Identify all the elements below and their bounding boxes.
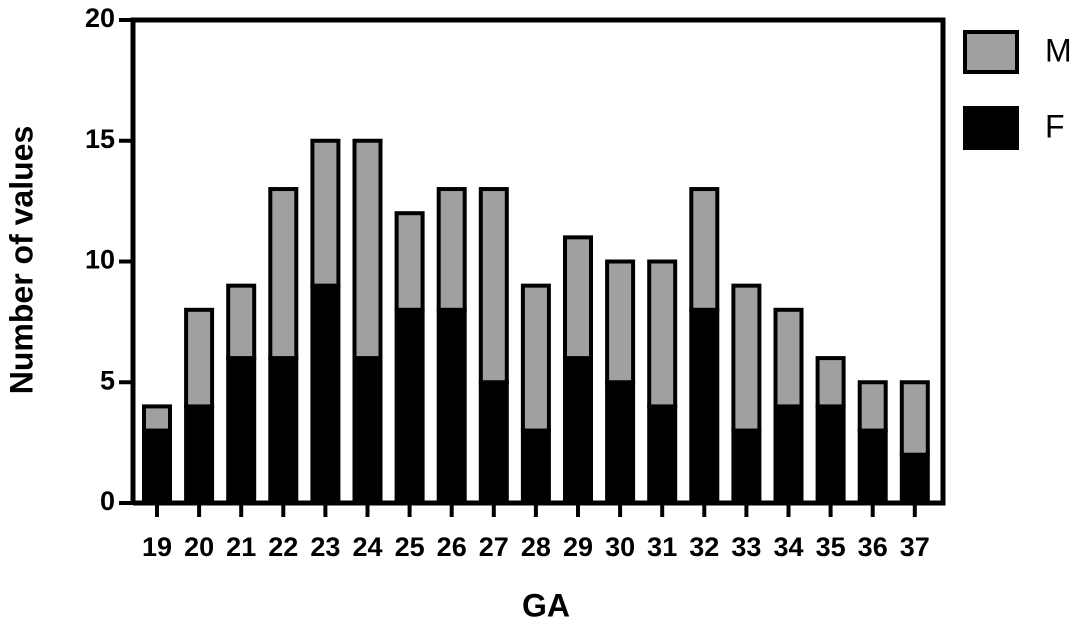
x-tick-label: 27 xyxy=(479,532,509,562)
y-tick-label: 20 xyxy=(85,3,115,33)
x-tick-label: 34 xyxy=(773,532,803,562)
bar-segment xyxy=(226,356,257,505)
bar-segment xyxy=(773,307,804,409)
x-tick-label: 25 xyxy=(395,532,425,562)
bar-segment xyxy=(520,428,551,505)
x-tick-label: 19 xyxy=(142,532,172,562)
bar-segment xyxy=(605,380,636,505)
y-tick-label: 15 xyxy=(85,124,115,154)
bar-segment xyxy=(647,259,678,409)
bar-segment xyxy=(394,211,425,312)
bar-segment xyxy=(899,380,930,457)
bar-segment xyxy=(857,380,888,433)
bar-segment xyxy=(689,187,720,312)
x-tick-label: 23 xyxy=(310,532,340,562)
x-tick-label: 24 xyxy=(352,532,382,562)
x-tick-label: 20 xyxy=(184,532,214,562)
plot-frame xyxy=(130,17,946,506)
bar-segment xyxy=(773,404,804,505)
y-axis-label: Number of values xyxy=(3,126,39,395)
bar-segment xyxy=(268,356,299,505)
bar-segment xyxy=(394,307,425,505)
bar-segment xyxy=(478,380,509,505)
bar-segment xyxy=(815,356,846,409)
bar-segment xyxy=(226,283,257,361)
bar-segment xyxy=(815,404,846,505)
x-tick-label: 36 xyxy=(858,532,888,562)
bar-segment xyxy=(142,428,172,505)
bar-segment xyxy=(647,404,678,505)
bar-segment xyxy=(352,356,383,505)
bar-segment xyxy=(352,138,383,361)
x-tick-label: 28 xyxy=(521,532,551,562)
legend-label: M xyxy=(1045,32,1072,68)
x-tick-label: 33 xyxy=(731,532,761,562)
x-tick-label: 35 xyxy=(816,532,846,562)
x-tick-label: 26 xyxy=(437,532,467,562)
x-tick-label: 30 xyxy=(605,532,635,562)
x-tick-label: 29 xyxy=(563,532,593,562)
bar-segment xyxy=(605,259,636,385)
legend-swatch xyxy=(963,30,1019,74)
bar-segment xyxy=(436,187,467,312)
bar-segment xyxy=(184,307,215,409)
bar-segment xyxy=(436,307,467,505)
x-tick-label: 32 xyxy=(689,532,719,562)
bar-segment xyxy=(268,187,299,361)
bar-segment xyxy=(857,428,888,505)
y-tick-label: 10 xyxy=(85,245,115,275)
bar-segment xyxy=(563,235,593,361)
x-tick-label: 31 xyxy=(647,532,677,562)
bar-segment xyxy=(310,283,341,505)
bar-segment xyxy=(689,307,720,505)
bar-segment xyxy=(563,356,593,505)
y-tick-label: 5 xyxy=(100,365,115,395)
bar-segment xyxy=(899,452,930,506)
legend-label: F xyxy=(1045,108,1065,144)
bar-segment xyxy=(478,187,509,385)
bar-segment xyxy=(731,283,762,433)
bar-segment xyxy=(731,428,762,505)
x-tick-label: 21 xyxy=(226,532,256,562)
y-tick-label: 0 xyxy=(100,486,115,516)
bar-segment xyxy=(310,138,341,288)
x-tick-label: 22 xyxy=(268,532,298,562)
bar-segment xyxy=(184,404,215,505)
x-axis-label: GA xyxy=(522,587,570,623)
bar-segment xyxy=(142,404,172,433)
legend-swatch xyxy=(963,106,1019,150)
bar-segment xyxy=(520,283,551,433)
x-tick-label: 37 xyxy=(900,532,930,562)
